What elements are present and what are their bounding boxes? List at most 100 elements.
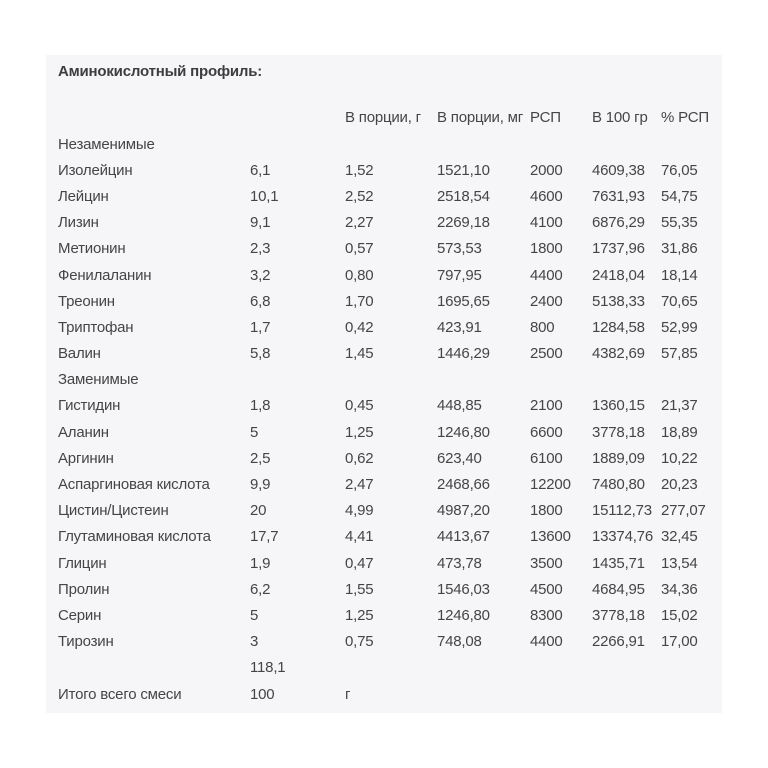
cell-amount: 2,3	[250, 240, 271, 258]
amino-acid-name: Аспаргиновая кислота	[58, 476, 210, 494]
table-row: Аспаргиновая кислота 9,9 2,47 2468,66 12…	[58, 471, 722, 497]
cell-portion-g: 1,45	[345, 345, 374, 363]
cell-rsp: 1800	[530, 240, 563, 258]
table-header-row: В порции, г В порции, мг РСП В 100 гр % …	[58, 105, 722, 129]
cell-per-100g: 13374,76	[592, 528, 653, 546]
cell-portion-mg: 4413,67	[437, 528, 490, 546]
cell-amount: 10,1	[250, 187, 279, 205]
cell-per-100g: 4382,69	[592, 345, 645, 363]
cell-portion-g: 1,25	[345, 423, 374, 441]
cell-portion-mg: 2468,66	[437, 476, 490, 494]
amino-acid-name: Фенилаланин	[58, 266, 152, 284]
cell-amount: 118,1	[250, 659, 286, 677]
cell-rsp: 8300	[530, 606, 563, 624]
cell-per-100g: 5138,33	[592, 292, 645, 310]
cell-rsp: 6100	[530, 449, 563, 467]
cell-per-100g: 7480,80	[592, 476, 645, 494]
cell-rsp: 1800	[530, 502, 563, 520]
cell-portion-mg: 1546,03	[437, 580, 490, 598]
cell-portion-g: 0,42	[345, 318, 374, 336]
cell-portion-mg: 748,08	[437, 633, 482, 651]
cell-percent-rsp: 21,37	[661, 397, 698, 415]
table-row: Аланин 5 1,25 1246,80 6600 3778,18 18,89	[58, 419, 722, 445]
table-row: Гистидин 1,8 0,45 448,85 2100 1360,15 21…	[58, 393, 722, 419]
cell-rsp: 4500	[530, 580, 563, 598]
amino-acid-name: Незаменимые	[58, 135, 155, 153]
cell-rsp: 4400	[530, 633, 563, 651]
cell-percent-rsp: 18,89	[661, 423, 698, 441]
cell-percent-rsp: 76,05	[661, 161, 698, 179]
cell-portion-mg: 423,91	[437, 318, 482, 336]
cell-portion-mg: 1521,10	[437, 161, 490, 179]
amino-acid-name: Гистидин	[58, 397, 121, 415]
amino-acid-name: Цистин/Цистеин	[58, 502, 169, 520]
cell-per-100g: 3778,18	[592, 606, 645, 624]
cell-rsp: 6600	[530, 423, 563, 441]
cell-portion-g: 1,52	[345, 161, 374, 179]
cell-portion-g: 2,52	[345, 187, 374, 205]
table-body: Незаменимые Изолейцин 6,1 1,52 1521,10 2…	[58, 131, 722, 707]
amino-acid-name: Триптофан	[58, 318, 134, 336]
table-row: Заменимые	[58, 367, 722, 393]
cell-amount: 100	[250, 685, 275, 703]
cell-amount: 6,2	[250, 580, 271, 598]
cell-per-100g: 1284,58	[592, 318, 645, 336]
cell-amount: 6,8	[250, 292, 271, 310]
cell-amount: 1,9	[250, 554, 271, 572]
amino-profile-panel: Аминокислотный профиль: В порции, г В по…	[46, 55, 722, 713]
table-row: Итого всего смеси 100 г	[58, 681, 722, 707]
cell-amount: 5	[250, 423, 259, 441]
cell-per-100g: 2266,91	[592, 633, 645, 651]
cell-percent-rsp: 52,99	[661, 318, 698, 336]
cell-portion-g: 0,45	[345, 397, 374, 415]
cell-per-100g: 4684,95	[592, 580, 645, 598]
cell-percent-rsp: 277,07	[661, 502, 706, 520]
amino-acid-name: Серин	[58, 606, 102, 624]
table-row: Цистин/Цистеин 20 4,99 4987,20 1800 1511…	[58, 498, 722, 524]
cell-amount: 1,8	[250, 397, 271, 415]
header-per-100g: В 100 гр	[592, 108, 648, 126]
cell-percent-rsp: 34,36	[661, 580, 698, 598]
header-portion-g: В порции, г	[345, 108, 421, 126]
cell-per-100g: 6876,29	[592, 214, 645, 232]
table-row: Серин 5 1,25 1246,80 8300 3778,18 15,02	[58, 602, 722, 628]
table-row: Лизин 9,1 2,27 2269,18 4100 6876,29 55,3…	[58, 210, 722, 236]
amino-acid-name: Заменимые	[58, 371, 139, 389]
cell-portion-mg: 1246,80	[437, 606, 490, 624]
cell-rsp: 2100	[530, 397, 563, 415]
amino-acid-name: Лейцин	[58, 187, 109, 205]
table-row: Незаменимые	[58, 131, 722, 157]
cell-rsp: 4600	[530, 187, 563, 205]
cell-percent-rsp: 57,85	[661, 345, 698, 363]
cell-portion-g: 0,47	[345, 554, 374, 572]
cell-per-100g: 1737,96	[592, 240, 645, 258]
cell-portion-mg: 623,40	[437, 449, 482, 467]
cell-rsp: 4400	[530, 266, 563, 284]
cell-per-100g: 1889,09	[592, 449, 645, 467]
cell-percent-rsp: 15,02	[661, 606, 698, 624]
header-percent-rsp: % РСП	[661, 108, 709, 126]
cell-portion-mg: 1695,65	[437, 292, 490, 310]
header-portion-mg: В порции, мг	[437, 108, 524, 126]
cell-amount: 5	[250, 606, 259, 624]
table-row: Треонин 6,8 1,70 1695,65 2400 5138,33 70…	[58, 288, 722, 314]
cell-rsp: 800	[530, 318, 555, 336]
table-row: Пролин 6,2 1,55 1546,03 4500 4684,95 34,…	[58, 576, 722, 602]
table-row: Метионин 2,3 0,57 573,53 1800 1737,96 31…	[58, 236, 722, 262]
cell-rsp: 2000	[530, 161, 563, 179]
cell-portion-mg: 2518,54	[437, 187, 490, 205]
cell-percent-rsp: 32,45	[661, 528, 698, 546]
amino-acid-name: Треонин	[58, 292, 115, 310]
amino-acid-name: Аргинин	[58, 449, 114, 467]
table-row: Валин 5,8 1,45 1446,29 2500 4382,69 57,8…	[58, 341, 722, 367]
cell-portion-g: 0,80	[345, 266, 374, 284]
cell-portion-mg: 2269,18	[437, 214, 490, 232]
cell-portion-g: 0,57	[345, 240, 374, 258]
cell-portion-g: г	[345, 685, 351, 703]
cell-amount: 6,1	[250, 161, 271, 179]
cell-percent-rsp: 54,75	[661, 187, 698, 205]
cell-portion-mg: 4987,20	[437, 502, 490, 520]
cell-amount: 17,7	[250, 528, 279, 546]
amino-acid-name: Глицин	[58, 554, 107, 572]
cell-portion-g: 1,70	[345, 292, 374, 310]
